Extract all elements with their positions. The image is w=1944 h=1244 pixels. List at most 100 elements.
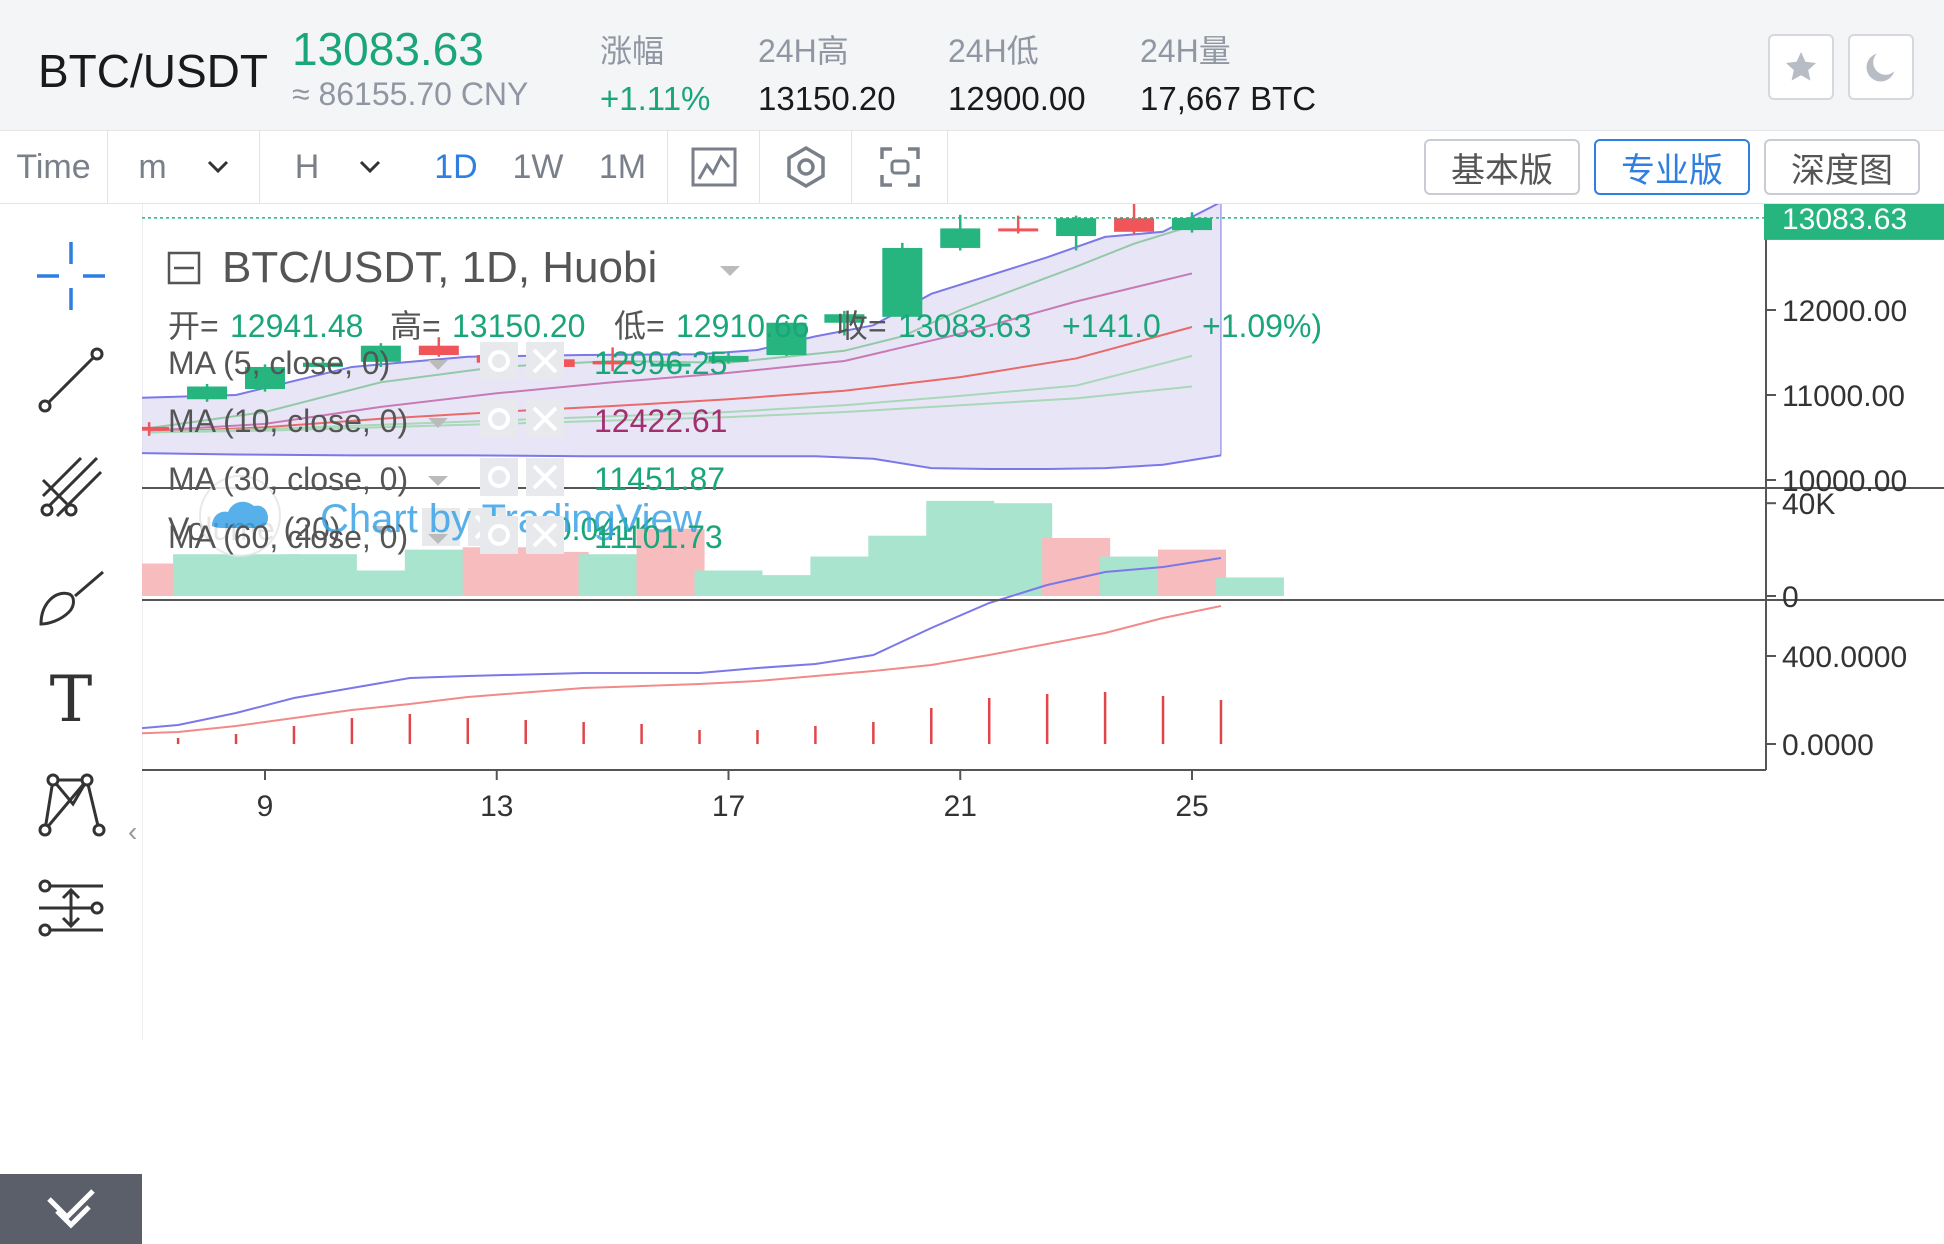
stat-label: 24H量	[1140, 33, 1231, 69]
period-1w[interactable]: 1W	[512, 147, 564, 186]
stat-value: 13150.20	[758, 80, 896, 117]
hour-select[interactable]: H	[262, 131, 414, 203]
volume-bar	[520, 551, 589, 596]
time-tick-label: 13	[480, 790, 513, 823]
candle-body	[824, 314, 865, 323]
settings-button[interactable]	[760, 131, 852, 203]
stat-high: 24H高 13150.20	[758, 26, 896, 118]
price-tick-label: 10000.00	[1782, 465, 1907, 498]
hide-toolbar-glyph[interactable]: ‹	[128, 816, 138, 847]
gear-icon	[480, 400, 518, 438]
chevron-down-icon[interactable]	[428, 476, 448, 486]
candle-body	[1172, 217, 1212, 231]
trend-line-tool[interactable]	[0, 330, 142, 430]
candles	[142, 204, 1212, 436]
view-basic-button[interactable]: 基本版	[1424, 139, 1580, 195]
indicator-settings-button[interactable]	[480, 458, 518, 496]
candle-body	[142, 426, 170, 431]
period-1d[interactable]: 1D	[434, 147, 478, 186]
candle-body	[360, 345, 401, 362]
stat-volume: 24H量 17,667 BTC	[1140, 26, 1316, 118]
theme-toggle-button[interactable]	[1848, 34, 1914, 100]
indicator-settings-button[interactable]	[480, 400, 518, 438]
indicator-value: 12996.25	[594, 345, 727, 381]
price-chart[interactable]: Volume (20)10.041K 12000.00 11000.00 10000…	[142, 204, 1944, 1040]
candle-body	[766, 322, 807, 356]
volume-bar	[926, 500, 995, 596]
brush-tool[interactable]	[0, 544, 142, 644]
candle-body	[940, 228, 981, 248]
favorite-button[interactable]	[1768, 34, 1834, 100]
stat-label: 24H高	[758, 33, 849, 69]
time-tick-label: 17	[712, 790, 745, 823]
text-icon: T	[49, 663, 93, 737]
volume-bar	[346, 570, 415, 596]
indicator-settings-button[interactable]	[480, 516, 518, 554]
minute-select[interactable]: m	[108, 131, 260, 203]
measure-icon	[38, 879, 104, 937]
chevron-down-icon[interactable]	[428, 534, 448, 544]
text-tool[interactable]: T	[0, 650, 142, 750]
ticker-header: BTC/USDT 13083.63 ≈ 86155.70 CNY 涨幅 +1.1…	[0, 0, 1944, 131]
last-price-tag-label: 13083.63	[1782, 204, 1907, 236]
collapse-tool[interactable]	[0, 1174, 142, 1244]
indicator-remove-button[interactable]	[526, 342, 564, 380]
indicator-remove-button[interactable]	[526, 400, 564, 438]
volume-bar	[231, 554, 299, 596]
gear-icon-ring	[488, 524, 510, 546]
high-value: 13150.20	[452, 308, 585, 344]
ma-line	[148, 224, 1193, 430]
ma-line	[149, 385, 1193, 434]
indicator-remove-button[interactable]	[526, 458, 564, 496]
time-tick-label: 21	[944, 790, 977, 823]
view-depth-button[interactable]: 深度图	[1764, 139, 1920, 195]
measure-tool[interactable]	[0, 858, 142, 958]
gear-icon-ring	[488, 408, 510, 430]
chevron-down-icon[interactable]	[428, 360, 448, 370]
indicator-settings-button[interactable]	[480, 342, 518, 380]
view-pro-button[interactable]: 专业版	[1594, 139, 1750, 195]
chevron-down-icon[interactable]	[372, 526, 392, 536]
stat-low: 24H低 12900.00	[948, 26, 1086, 118]
indicator-name: MA (60, close, 0)	[168, 519, 408, 555]
gear-icon	[480, 516, 518, 554]
collapse-legend-icon[interactable]	[167, 251, 201, 285]
volume-bar	[636, 528, 705, 596]
pattern-tool[interactable]	[0, 754, 142, 854]
crosshair-icon	[37, 242, 105, 310]
close-icon-cross	[532, 406, 558, 432]
time-tick-label: 9	[257, 790, 274, 823]
candle-body	[1056, 218, 1097, 237]
time-tab[interactable]: Time	[0, 131, 108, 203]
indicator-name: MA (30, close, 0)	[168, 461, 408, 497]
volume-bar	[462, 547, 531, 596]
volume-bar	[752, 575, 821, 596]
lower-indicator	[142, 557, 1223, 744]
candle-body	[418, 345, 459, 356]
price-cny: ≈ 86155.70 CNY	[292, 76, 529, 112]
volume-bar	[288, 554, 357, 596]
volume-bar	[1215, 577, 1284, 596]
indicator-remove-button[interactable]	[526, 516, 564, 554]
close-icon-cross	[532, 464, 558, 490]
chevron-down-icon	[360, 160, 381, 174]
chevron-down-icon[interactable]	[720, 266, 740, 276]
period-1m[interactable]: 1M	[578, 131, 668, 203]
pitchfork-tool[interactable]	[0, 436, 142, 536]
indicator-name: MA (5, close, 0)	[168, 345, 390, 381]
crosshair-tool[interactable]	[0, 226, 142, 326]
screenshot-button[interactable]	[852, 131, 948, 203]
volume-bar	[1100, 556, 1169, 596]
indicators-button[interactable]	[668, 131, 760, 203]
gear-icon-ring	[488, 466, 510, 488]
volume-tick-label: 40K	[1782, 488, 1835, 521]
gear-icon	[480, 458, 518, 496]
volume-bar	[694, 570, 763, 596]
indicator-icon	[691, 147, 736, 187]
screenshot-icon	[879, 147, 920, 187]
volume-tick-label: 0	[1782, 581, 1799, 614]
gear-icon-ring	[488, 350, 510, 372]
ma-line	[149, 272, 1193, 432]
stat-label: 24H低	[948, 33, 1039, 69]
chevron-down-icon[interactable]	[428, 418, 448, 428]
